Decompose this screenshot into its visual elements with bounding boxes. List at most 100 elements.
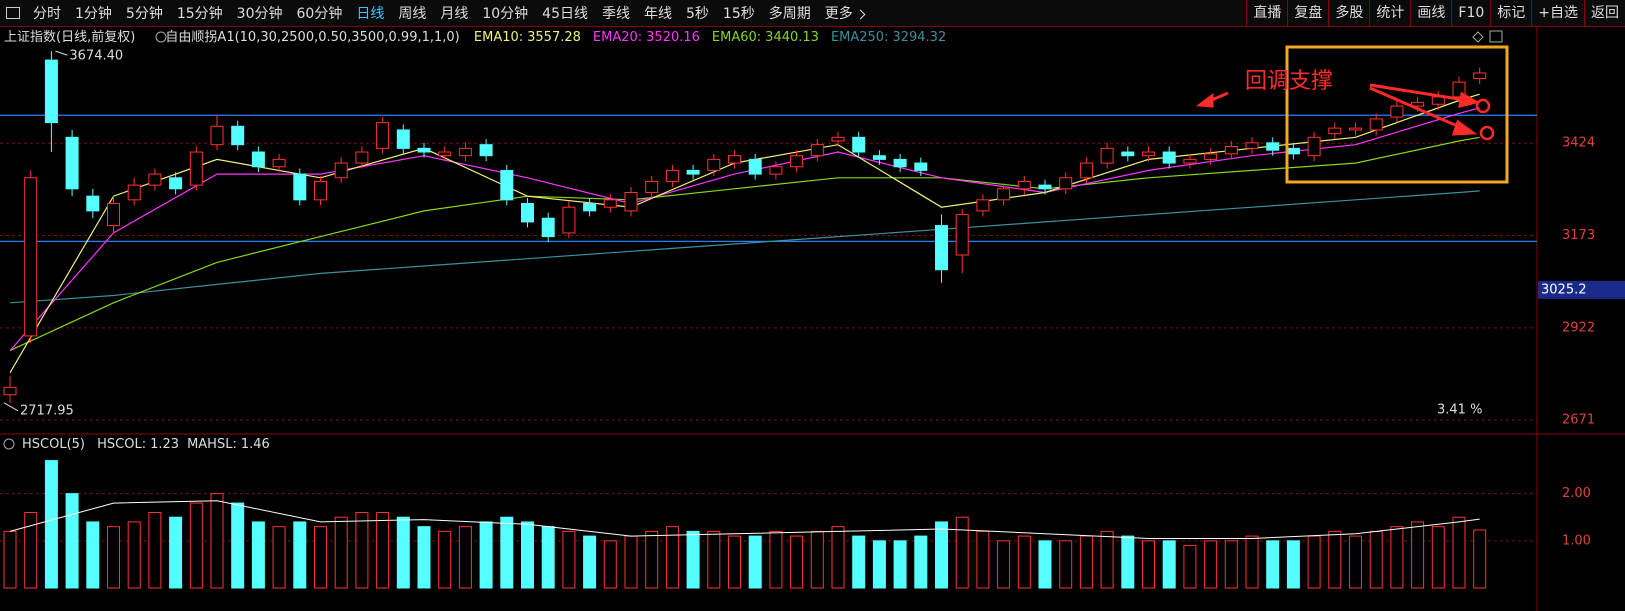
period-tab[interactable]: 60分钟 [296,6,343,22]
candle-body [1245,142,1259,149]
period-tab[interactable]: 年线 [643,6,672,22]
candle-body [86,195,100,212]
period-tab[interactable]: 1分钟 [75,6,112,22]
candle-body [748,158,762,175]
volume-bar [1121,535,1135,589]
period-tab[interactable]: 周线 [398,6,427,22]
period-tabs: 分时 1分钟 5分钟 15分钟 30分钟 60分钟 日线 周线 月线 10分钟 45日线 季线 年线 5秒… [26,3,871,23]
period-tab[interactable]: 月线 [440,6,469,22]
candle-body [1411,101,1425,107]
period-tab[interactable]: 15分钟 [176,6,223,22]
volume-bar [500,516,514,589]
tool-button[interactable]: +自选 [1531,0,1584,27]
volume-bar [914,535,928,589]
candle-body [396,129,410,149]
volume-bar [1473,529,1487,589]
candle-body [562,206,576,234]
y-tick-label: 3424 [1562,136,1595,151]
candle-body [1286,147,1300,155]
volume-bar [1079,535,1093,589]
candle-body [107,203,120,227]
legend-value: 3440.13 [765,30,819,45]
dropdown-icon[interactable] [155,31,167,43]
tool-button[interactable]: 返回 [1584,0,1625,27]
volume-bar [24,512,38,589]
candle-body [24,177,38,337]
period-tab[interactable]: 15秒 [722,6,755,22]
tool-button[interactable]: 标记 [1490,0,1531,27]
arrow-head [1458,91,1480,109]
candle-body [665,169,679,182]
volume-bar [790,535,804,589]
candle-body [1100,147,1114,164]
volume-bar [189,502,203,589]
candle-body [1369,118,1383,131]
dropdown-icon[interactable] [3,438,15,450]
cursor-label: 3025.2 [1541,282,1587,297]
legend-name: EMA10: [474,30,523,45]
period-tab[interactable]: 45日线 [542,6,588,22]
candle-body [293,173,307,201]
candle-body [624,191,638,212]
header: 上证指数(日线,前复权) 自由顺拐A1(10,30,2500,0.50,3500… [4,29,946,45]
diamond-icon[interactable] [1472,31,1484,43]
tool-buttons: 直播 复盘 多股 统计 画线 F10 标记 +自选 返回 [1246,0,1625,27]
period-tab[interactable]: 日线 [356,6,385,22]
candle-body [1121,151,1135,157]
legend-value: 1.23 [150,437,179,452]
period-tab[interactable]: 30分钟 [236,6,283,22]
volume-bar [438,530,452,589]
period-tab[interactable]: 季线 [601,6,630,22]
volume-bar [148,512,162,589]
menu-icon[interactable] [6,7,20,19]
candle-body [603,199,617,208]
volume-bar [1390,526,1404,589]
toolbar: 分时 1分钟 5分钟 15分钟 30分钟 60分钟 日线 周线 月线 10分钟 45日线 季线 年线 5秒… [0,0,1625,27]
volume-bar [665,526,679,589]
volume-bar [872,540,886,589]
cursor-box [1538,280,1625,299]
volume-bar [1266,540,1280,589]
volume-bar [169,516,183,589]
candle-body [314,180,327,201]
tool-button[interactable]: 统计 [1369,0,1410,27]
volume-bar [1431,526,1445,589]
candle-body [438,151,452,157]
period-tab[interactable]: 多周期 [768,6,811,22]
arrow-head [1451,119,1478,136]
candle-body [1390,105,1404,118]
window-icon[interactable] [1489,30,1503,43]
tool-button[interactable]: 复盘 [1287,0,1328,27]
volume-bar [107,526,120,589]
candle-body [334,162,348,179]
volume-bar [1328,530,1342,589]
tool-button[interactable]: 画线 [1410,0,1451,27]
candle-body [790,155,804,168]
volume-bar [334,516,348,589]
tool-button[interactable]: F10 [1451,0,1490,27]
candle-body [44,59,58,124]
tool-button[interactable]: 多股 [1328,0,1369,27]
volume-bar [1017,535,1031,589]
period-tab[interactable]: 5分钟 [125,6,163,22]
volume-bar [127,521,141,589]
y-tick-label: 2922 [1562,320,1595,335]
volume-bar [86,521,100,589]
volume-bar [1286,540,1300,589]
volume-bar [355,512,369,589]
note: 回调支撑 [1245,69,1333,94]
period-tab[interactable]: 分时 [33,6,61,22]
y-tick-label: 2.00 [1562,486,1591,501]
volume-bar [707,530,721,589]
candle-body [1059,177,1073,190]
volume-bar [831,526,845,589]
period-tab[interactable]: 更多 [825,3,864,23]
candle-body [148,173,162,186]
candle-body [955,214,969,256]
period-tab[interactable]: 10分钟 [482,6,529,22]
indicator-line [9,107,1480,351]
candle-body [1183,158,1197,164]
tool-button[interactable]: 直播 [1246,0,1287,27]
volume-bar [396,516,410,589]
period-tab[interactable]: 5秒 [685,6,709,22]
